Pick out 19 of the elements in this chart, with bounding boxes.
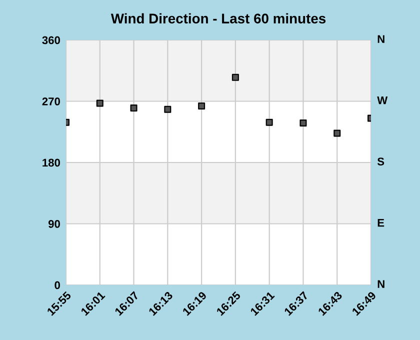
y-tick-label: 90 xyxy=(48,220,60,228)
point xyxy=(198,102,206,110)
point xyxy=(334,130,341,137)
text: S xyxy=(377,158,384,166)
y-tick-label: 180 xyxy=(42,158,60,167)
y-tick-label: 360 xyxy=(42,36,60,44)
point xyxy=(96,100,104,107)
point xyxy=(300,120,307,127)
point xyxy=(266,118,273,126)
text: N xyxy=(378,280,384,288)
point xyxy=(164,106,172,113)
chart-title: Wind Direction - Last 60 minutes xyxy=(110,13,326,24)
text: N xyxy=(378,35,384,43)
point xyxy=(232,74,239,81)
y-tick-label: 0 xyxy=(54,281,60,290)
y-tick-label: 270 xyxy=(42,98,60,106)
text: E xyxy=(378,218,384,227)
point xyxy=(130,104,138,112)
text: W xyxy=(377,96,388,104)
